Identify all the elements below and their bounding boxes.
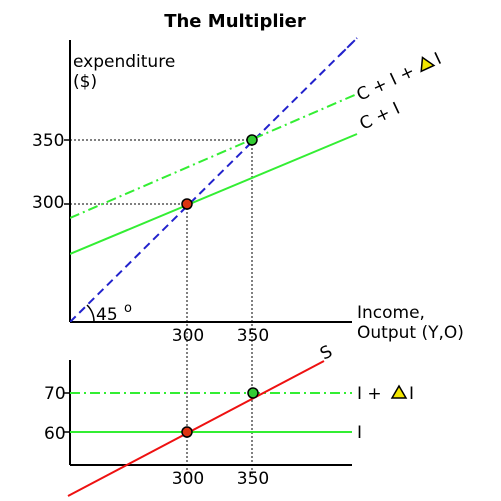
delta-triangle-icon xyxy=(420,56,436,73)
forty-five-degree-line xyxy=(70,37,358,322)
chart-title: The Multiplier xyxy=(164,11,306,32)
forty-five-degree-line-extension xyxy=(339,37,358,56)
bottom-panel: 70 60 300 350 S I I + I xyxy=(44,342,414,497)
top-x-axis-label-line2: Output (Y,O) xyxy=(357,323,464,343)
top-panel: expenditure ($) Income, Output (Y,O) 350… xyxy=(32,37,464,475)
top-x-tick-300: 300 xyxy=(172,326,204,346)
bottom-x-tick-350: 350 xyxy=(237,469,269,489)
savings-label: S xyxy=(317,342,336,365)
equilibrium-point-350 xyxy=(246,134,258,146)
angle-degree-symbol: o xyxy=(124,301,132,316)
investment-plus-delta-label-suffix: I xyxy=(409,384,414,404)
top-y-axis-label-line1: expenditure xyxy=(73,52,175,72)
top-y-tick-300: 300 xyxy=(32,193,64,213)
c-plus-i-plus-delta-label-prefix: C + I + xyxy=(354,61,418,105)
angle-label: 45 xyxy=(96,305,118,325)
bottom-y-tick-70: 70 xyxy=(44,384,66,404)
c-plus-i-line xyxy=(70,133,358,255)
investment-plus-delta-label-prefix: I + xyxy=(357,384,382,404)
savings-label-group: S xyxy=(317,342,336,365)
equilibrium-point-300 xyxy=(181,198,193,210)
savings-investment-point-300 xyxy=(181,426,193,438)
c-plus-i-plus-delta-label-group: C + I + I xyxy=(354,49,445,106)
top-x-tick-350: 350 xyxy=(237,326,269,346)
c-plus-i-plus-delta-i-line xyxy=(70,93,358,219)
bottom-y-tick-60: 60 xyxy=(44,424,66,444)
top-x-axis-label-line1: Income, xyxy=(357,303,425,323)
delta-triangle-icon-bottom xyxy=(390,384,408,399)
bottom-x-tick-300: 300 xyxy=(172,469,204,489)
savings-line xyxy=(67,360,325,497)
savings-investment-point-350 xyxy=(247,387,259,399)
top-y-tick-350: 350 xyxy=(32,131,64,151)
top-y-axis-label-line2: ($) xyxy=(73,72,97,92)
investment-label: I xyxy=(357,423,362,443)
angle-arc xyxy=(86,304,95,323)
